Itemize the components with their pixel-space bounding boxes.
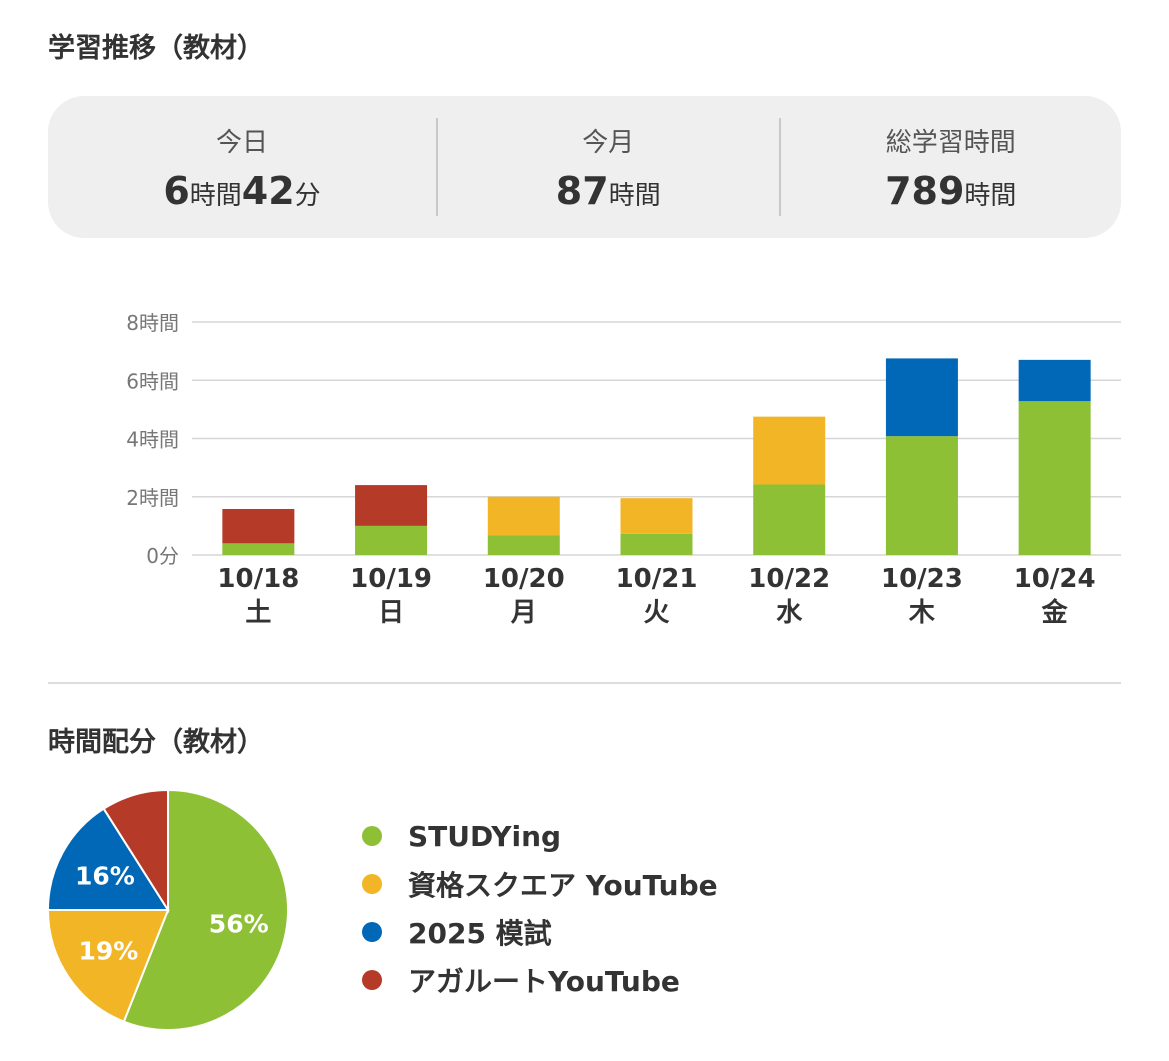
stat-today-hours: 6 [163,168,190,213]
stat-today-value: 6時間42分 [163,169,320,213]
bar-segment-youtube_qs [753,416,826,485]
x-date-label: 10/24 [1014,564,1096,594]
pie-slice-mock2025 [46,807,170,911]
pie-slice-youtube_qs [46,909,170,1023]
legend-color-dot [362,826,382,846]
stat-today-hours-unit: 時間 [189,180,242,211]
legend-item: 2025 模試 [362,908,718,956]
pie-slice-label: 19% [79,936,139,965]
bar-segment-youtube_qs [487,496,560,536]
stat-total-value: 789時間 [885,169,1016,213]
pie-slice-label: 56% [209,909,269,938]
legend-label: STUDYing [408,819,562,853]
bar-segment-studying [355,525,428,555]
bar-segment-agaroot [222,508,295,544]
x-weekday-label: 金 [1041,597,1069,628]
legend-color-dot [362,922,382,942]
bar-segment-studying [222,543,295,555]
legend-label: アガルートYouTube [408,965,680,998]
y-tick-label: 4時間 [126,428,179,452]
bar-segment-studying [487,535,560,555]
stat-divider [436,118,438,216]
stat-month-value: 87時間 [556,169,661,213]
x-date-label: 10/22 [748,564,830,594]
stat-total-label: 総学習時間 [885,127,1016,158]
pie-slice-agaroot [102,788,169,914]
study-summary-card: 今日 6時間42分 今月 87時間 総学習時間 789時間 [48,96,1121,238]
stat-month-hours-unit: 時間 [608,180,661,211]
x-date-label: 10/21 [616,564,698,594]
stat-total-hours-unit: 時間 [964,180,1017,211]
stat-today-minutes-unit: 分 [294,180,321,211]
stat-today-minutes: 42 [241,168,295,213]
stat-month: 今月 87時間 [438,96,779,238]
bar-segment-mock2025 [1018,359,1091,402]
section-divider [48,682,1121,684]
stat-total: 総学習時間 789時間 [781,96,1122,238]
legend-item: 資格スクエア YouTube [362,860,718,908]
stat-today: 今日 6時間42分 [48,96,436,238]
daily-study-bar-chart: 0分 2時間 4時間 6時間 8時間 10/18 土 10/19 日 10/20 月 10/21 火 10… [126,311,1121,628]
stat-today-label: 今日 [215,127,268,158]
legend-label: 資格スクエア YouTube [408,869,718,902]
stat-total-hours: 789 [885,168,965,213]
y-tick-label: 0分 [146,544,179,568]
legend-color-dot [362,970,382,990]
x-weekday-label: 月 [510,598,537,628]
x-date-label: 10/18 [217,564,299,594]
legend-item: アガルートYouTube [362,956,718,1004]
time-distribution-pie-chart: 56% 19% 16% [46,788,289,1031]
bar-segment-studying [620,533,693,555]
pie-slice-label: 16% [75,861,135,890]
pie-legend: STUDYing 資格スクエア YouTube 2025 模試アガルートYouTub… [362,812,718,1004]
x-weekday-label: 水 [776,598,803,628]
x-weekday-label: 土 [245,598,271,628]
legend-color-dot [362,874,382,894]
bar-segment-mock2025 [885,358,958,437]
x-weekday-label: 木 [908,598,935,628]
bar-segment-agaroot [355,485,428,526]
bar-segment-youtube_qs [620,498,693,534]
y-tick-label: 6時間 [126,369,179,393]
trend-section-title: 学習推移（教材） [48,33,264,64]
x-weekday-label: 日 [378,598,404,628]
x-date-label: 10/19 [350,564,432,594]
x-date-label: 10/23 [881,564,963,594]
y-tick-label: 8時間 [126,311,179,335]
pie-slice-studying [122,788,289,1031]
legend-item: STUDYing [362,812,718,860]
bar-segment-studying [753,484,826,555]
stat-divider [778,118,781,216]
legend-label: 2025 模試 [408,917,552,950]
bar-segment-studying [1018,401,1091,555]
bar-segment-studying [885,436,958,555]
distribution-section-title: 時間配分（教材） [48,727,264,758]
stat-month-hours: 87 [555,168,609,213]
x-date-label: 10/20 [483,564,565,594]
stat-month-label: 今月 [582,127,635,158]
x-weekday-label: 火 [643,598,669,628]
y-tick-label: 2時間 [126,486,179,510]
